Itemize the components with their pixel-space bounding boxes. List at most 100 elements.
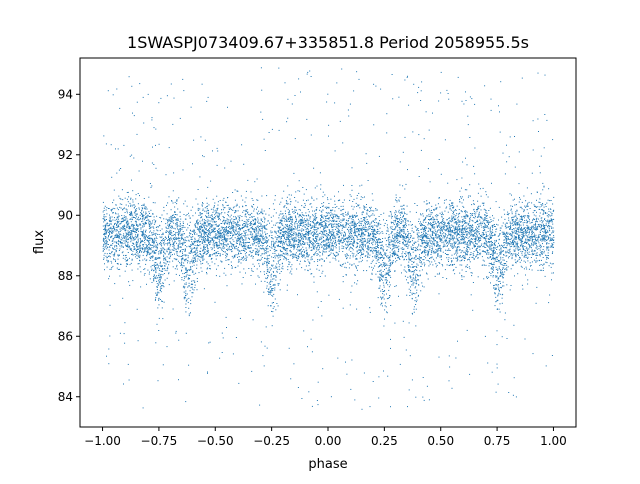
data-point <box>392 98 394 100</box>
data-point <box>453 246 455 248</box>
data-point <box>528 234 530 236</box>
data-point <box>140 227 142 229</box>
data-point <box>444 199 446 201</box>
data-point <box>111 262 113 264</box>
data-point <box>341 239 342 241</box>
data-point <box>441 211 443 213</box>
data-point <box>109 256 111 258</box>
data-point <box>453 245 455 247</box>
data-point <box>335 255 337 257</box>
data-point <box>137 256 139 258</box>
data-point <box>431 212 433 214</box>
data-point <box>210 216 212 218</box>
data-point <box>172 217 174 219</box>
data-point <box>436 216 438 218</box>
data-point <box>473 165 475 167</box>
data-point <box>332 207 334 208</box>
data-point <box>316 185 318 187</box>
data-point <box>401 212 403 214</box>
data-point <box>271 247 273 249</box>
data-point <box>120 234 122 236</box>
data-point <box>327 243 329 245</box>
data-point <box>110 253 112 255</box>
data-point <box>187 260 189 262</box>
data-point <box>443 224 445 225</box>
data-point <box>123 227 125 229</box>
data-point <box>277 284 279 286</box>
data-point <box>334 236 336 238</box>
data-point <box>527 215 528 217</box>
data-point <box>163 239 165 241</box>
data-point <box>464 236 466 238</box>
data-point <box>249 238 250 240</box>
data-point <box>325 242 327 244</box>
data-point <box>390 263 392 265</box>
data-point <box>401 249 403 250</box>
data-point <box>117 222 119 224</box>
data-point <box>308 239 310 241</box>
data-point <box>308 391 310 393</box>
data-point <box>389 236 391 238</box>
data-point <box>159 276 161 278</box>
data-point <box>514 237 516 239</box>
data-point <box>114 249 116 250</box>
data-point <box>323 251 325 253</box>
data-point <box>526 229 528 231</box>
data-point <box>402 236 404 238</box>
data-point <box>200 136 202 138</box>
data-point <box>505 235 507 237</box>
data-point <box>431 245 433 247</box>
data-point <box>306 73 308 75</box>
data-point <box>315 250 317 252</box>
data-point <box>325 225 327 227</box>
data-point <box>437 221 439 223</box>
data-point <box>368 228 370 230</box>
data-point <box>424 235 426 237</box>
data-point <box>116 236 118 238</box>
data-point <box>502 222 504 224</box>
data-point <box>231 224 233 226</box>
data-point <box>358 229 359 231</box>
data-point <box>492 252 494 254</box>
data-point <box>113 227 115 229</box>
data-point <box>548 219 550 221</box>
data-point <box>495 266 497 268</box>
data-point <box>314 240 316 241</box>
data-point <box>352 208 354 210</box>
data-point <box>231 232 233 234</box>
data-point <box>111 229 113 231</box>
data-point <box>440 248 442 250</box>
data-point <box>230 160 232 162</box>
data-point <box>221 209 222 211</box>
data-point <box>121 215 123 216</box>
data-point <box>185 215 187 217</box>
data-point <box>428 219 429 220</box>
data-point <box>274 246 276 248</box>
data-point <box>297 258 299 260</box>
data-point <box>382 293 384 295</box>
data-point <box>322 252 323 254</box>
data-point <box>415 255 417 257</box>
data-point <box>366 260 368 262</box>
data-point <box>360 229 361 231</box>
data-point <box>537 206 539 208</box>
data-point <box>457 76 459 78</box>
data-point <box>437 254 439 256</box>
data-point <box>148 243 150 245</box>
data-point <box>454 241 456 243</box>
data-point <box>172 242 174 244</box>
data-point <box>244 235 246 237</box>
data-point <box>291 243 293 245</box>
data-point <box>320 222 322 224</box>
data-point <box>328 221 330 223</box>
data-point <box>214 234 216 236</box>
data-point <box>517 221 519 223</box>
data-point <box>278 253 280 255</box>
data-point <box>139 246 141 248</box>
data-point <box>402 185 404 187</box>
data-point <box>525 239 527 241</box>
data-point <box>438 247 440 249</box>
data-point <box>429 181 431 183</box>
data-point <box>161 242 163 244</box>
data-point <box>334 203 336 205</box>
